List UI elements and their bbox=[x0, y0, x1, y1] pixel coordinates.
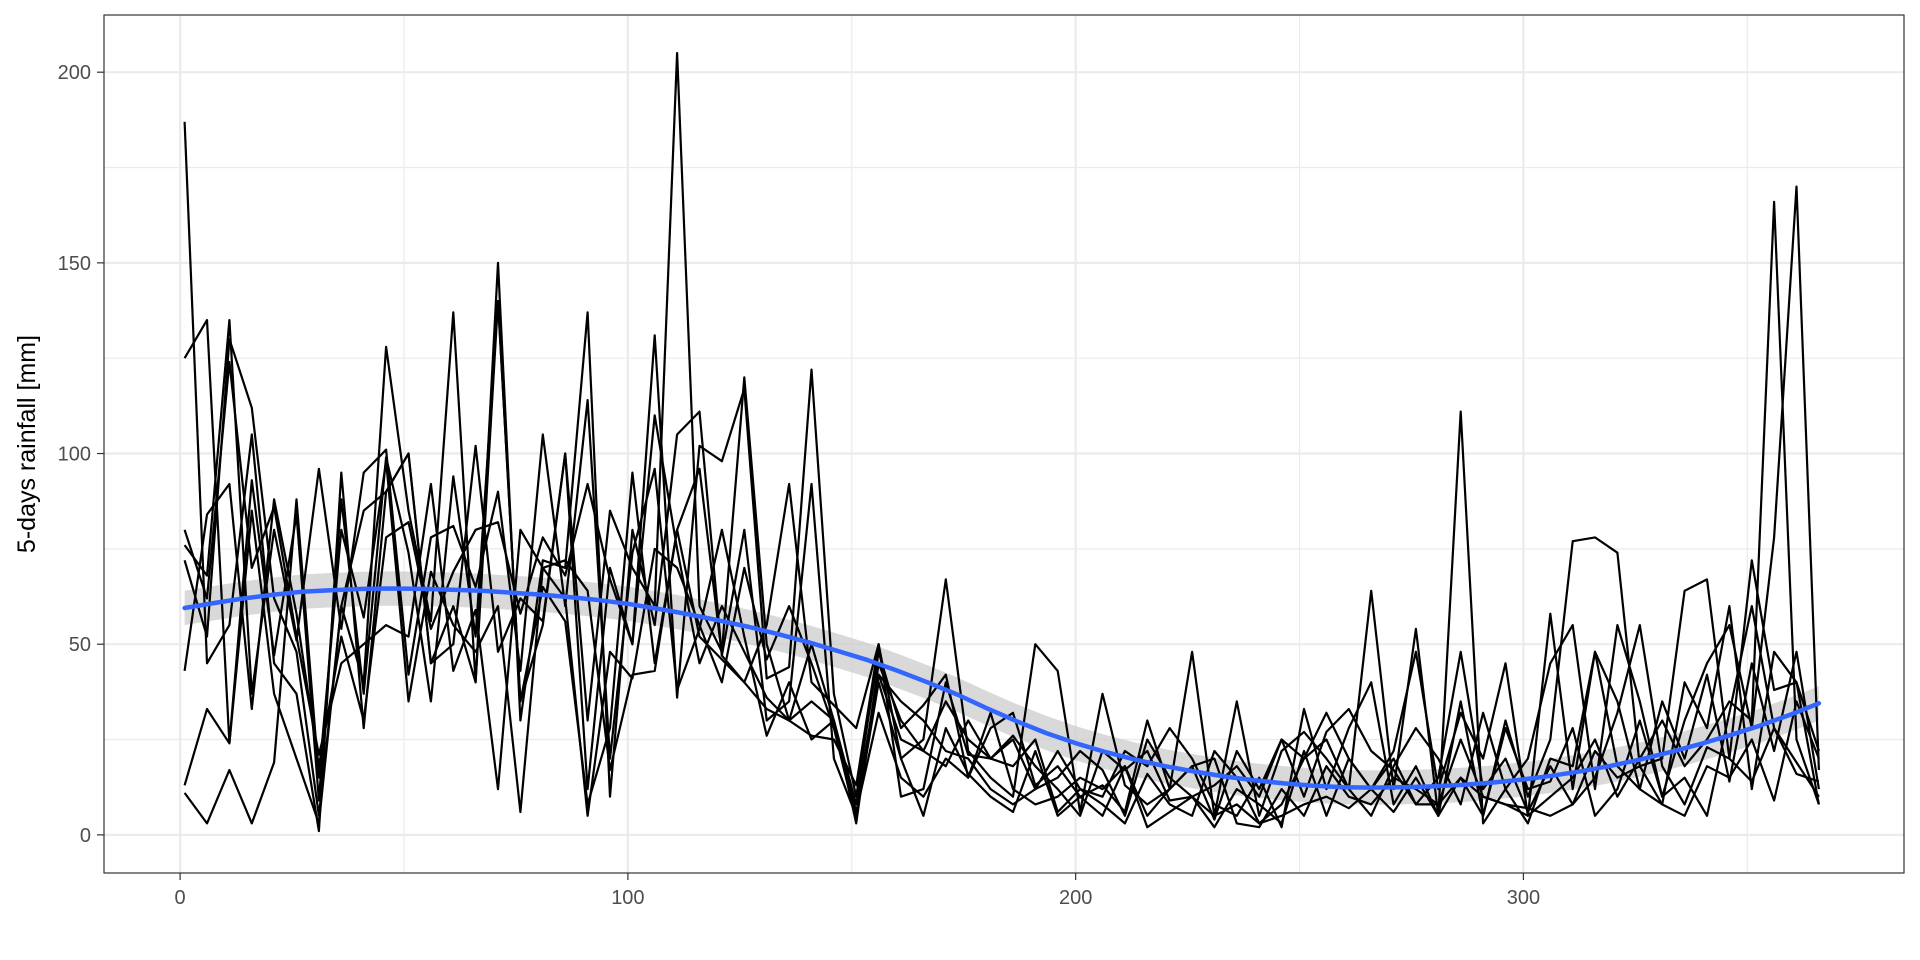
smooth-confidence-band bbox=[184, 571, 1819, 805]
y-tick-label: 150 bbox=[58, 253, 91, 275]
series-line-2 bbox=[183, 185, 1820, 825]
series-line-7 bbox=[183, 319, 1820, 829]
y-tick-label: 50 bbox=[69, 634, 91, 656]
axis-ticks: 0 50 100 150 200 0 100 200 300 bbox=[58, 62, 1540, 909]
smooth-line bbox=[182, 586, 1822, 790]
confidence-band bbox=[184, 571, 1819, 805]
y-tick-label: 200 bbox=[58, 62, 91, 84]
x-tick-label: 200 bbox=[1059, 887, 1092, 909]
y-tick-label: 100 bbox=[58, 444, 91, 466]
grid-lines bbox=[104, 15, 1904, 873]
series-line-6 bbox=[183, 460, 1820, 829]
series-line-8 bbox=[183, 299, 1820, 829]
y-tick-label: 0 bbox=[80, 825, 91, 847]
series-line-5 bbox=[183, 360, 1820, 825]
series-line-3 bbox=[183, 334, 1820, 821]
panel-border bbox=[103, 14, 1905, 874]
x-tick-label: 0 bbox=[175, 887, 186, 909]
x-tick-label: 100 bbox=[611, 887, 644, 909]
smooth-trend-line bbox=[182, 586, 1822, 790]
x-tick-label: 300 bbox=[1507, 887, 1540, 909]
series-lines bbox=[183, 52, 1820, 833]
y-axis-title: 5-days rainfall [mm] bbox=[13, 335, 41, 553]
